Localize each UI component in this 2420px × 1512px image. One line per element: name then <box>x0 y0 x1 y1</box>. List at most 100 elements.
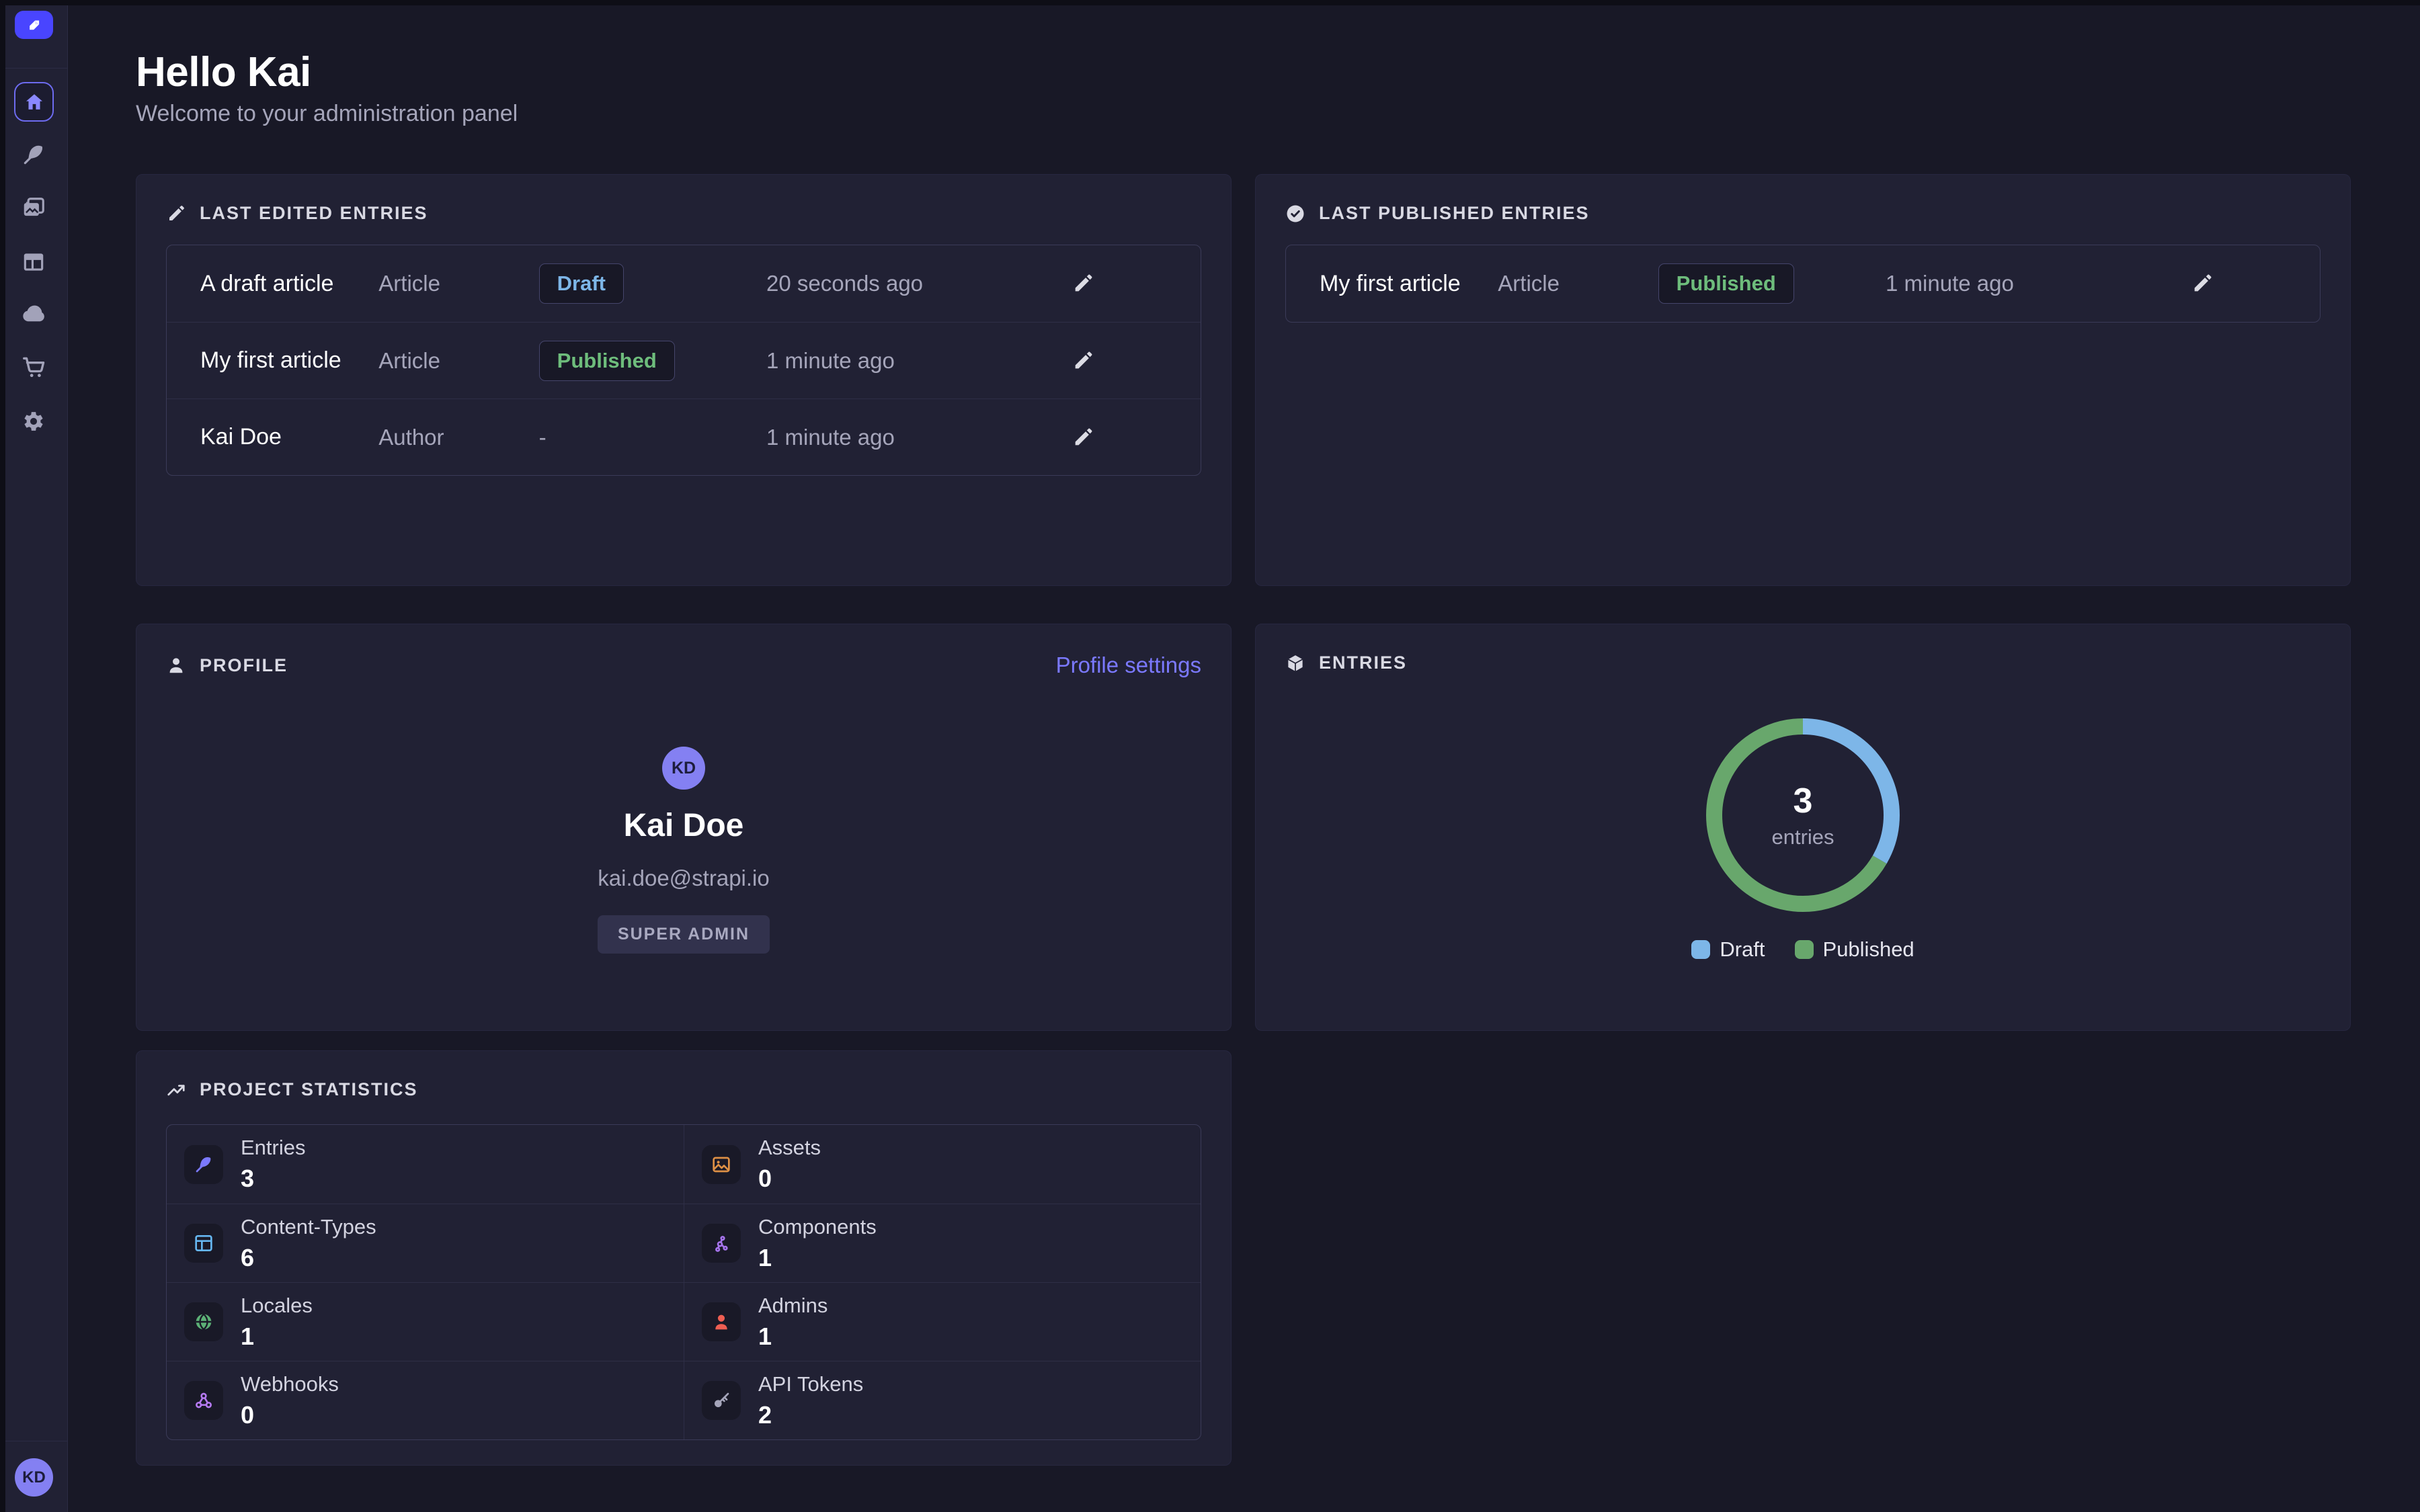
check-circle-icon <box>1285 204 1305 224</box>
layout-icon <box>24 253 44 271</box>
stat-label: Locales <box>241 1293 313 1317</box>
stat-api-tokens: API Tokens 2 <box>684 1361 1201 1439</box>
entry-name: My first article <box>200 347 341 373</box>
webhooks-icon <box>184 1381 223 1420</box>
legend-label: Published <box>1822 937 1914 961</box>
stat-label: Entries <box>241 1136 306 1159</box>
legend-label: Draft <box>1720 937 1765 961</box>
stat-value: 0 <box>241 1400 255 1429</box>
draft-swatch <box>1691 940 1711 959</box>
sidebar-item-cloud[interactable] <box>21 302 46 327</box>
entry-kind: Author <box>378 424 444 450</box>
api-tokens-icon <box>702 1381 741 1420</box>
status-empty: - <box>538 424 547 450</box>
edit-entry-button[interactable] <box>1072 272 1094 295</box>
page-subtitle: Welcome to your administration panel <box>136 101 518 126</box>
window-edge <box>0 0 2420 5</box>
cloud-icon <box>23 305 44 322</box>
components-icon <box>702 1224 741 1263</box>
legend-item-published: Published <box>1794 937 1914 962</box>
admins-icon <box>702 1302 741 1341</box>
stat-label: Webhooks <box>241 1372 339 1396</box>
table-row[interactable]: My first article Article Published 1 min… <box>1286 245 2320 322</box>
stat-components: Components 1 <box>684 1204 1201 1282</box>
pencil-icon <box>2194 274 2212 292</box>
sidebar-item-media-library[interactable] <box>21 196 46 221</box>
table-row[interactable]: My first article Article Published 1 min… <box>167 322 1201 398</box>
pencil-icon <box>1075 274 1092 292</box>
stats-grid: Entries 3 Assets 0 Content-Types 6 <box>166 1124 1201 1440</box>
pencil-icon <box>1075 351 1092 368</box>
edit-entry-button[interactable] <box>1072 426 1094 449</box>
entry-time: 1 minute ago <box>766 347 895 373</box>
panel-title: LAST PUBLISHED ENTRIES <box>1319 203 1590 223</box>
stat-label: Content-Types <box>241 1214 376 1238</box>
stat-label: Components <box>758 1214 877 1238</box>
profile-settings-link[interactable]: Profile settings <box>1055 653 1201 677</box>
entry-name: A draft article <box>200 270 334 296</box>
strapi-logo[interactable] <box>15 11 53 39</box>
trending-up-icon <box>166 1080 186 1100</box>
media-library-icon <box>24 198 44 216</box>
assets-icon <box>702 1144 741 1184</box>
stat-label: Admins <box>758 1293 828 1317</box>
sidebar: KD <box>0 0 68 1512</box>
stat-entries: Entries 3 <box>167 1125 684 1204</box>
table-row[interactable]: Kai Doe Author - 1 minute ago <box>167 398 1201 475</box>
page-title: Hello Kai <box>136 49 311 95</box>
sidebar-item-settings[interactable] <box>21 409 46 434</box>
role-badge: SUPER ADMIN <box>597 915 770 954</box>
status-badge: Draft <box>538 263 624 304</box>
gear-icon <box>24 412 43 431</box>
stat-value: 2 <box>758 1400 772 1429</box>
feather-icon <box>24 145 43 165</box>
edit-entry-button[interactable] <box>2191 272 2214 295</box>
panel-title: PROJECT STATISTICS <box>200 1079 418 1099</box>
profile-panel: PROFILE Profile settings KD Kai Doe kai.… <box>136 624 1232 1031</box>
last-published-table: My first article Article Published 1 min… <box>1285 245 2321 323</box>
entry-time: 20 seconds ago <box>766 271 924 296</box>
last-published-entries-panel: LAST PUBLISHED ENTRIES My first article … <box>1255 174 2351 586</box>
entry-kind: Article <box>378 347 440 373</box>
entry-kind: Article <box>378 271 440 296</box>
panel-title: LAST EDITED ENTRIES <box>200 203 428 223</box>
sidebar-item-content-type-builder[interactable] <box>21 249 46 275</box>
pencil-icon <box>1075 428 1092 445</box>
entry-time: 1 minute ago <box>1886 271 2014 296</box>
locales-icon <box>184 1302 223 1341</box>
stat-locales: Locales 1 <box>167 1282 684 1361</box>
status-badge: Published <box>1658 263 1794 304</box>
sidebar-item-content-manager[interactable] <box>21 142 46 167</box>
entry-time: 1 minute ago <box>766 424 895 450</box>
content-types-icon <box>184 1224 223 1263</box>
entry-kind: Article <box>1498 271 1560 296</box>
sidebar-item-home[interactable] <box>14 82 54 122</box>
last-edited-entries-panel: LAST EDITED ENTRIES A draft article Arti… <box>136 174 1232 586</box>
stat-value: 1 <box>241 1322 255 1350</box>
table-row[interactable]: A draft article Article Draft 20 seconds… <box>167 245 1201 322</box>
stat-value: 1 <box>758 1322 772 1350</box>
stat-admins: Admins 1 <box>684 1282 1201 1361</box>
stat-value: 6 <box>241 1243 255 1271</box>
user-avatar[interactable]: KD <box>15 1458 53 1497</box>
entries-donut-chart: 3 entries <box>1702 714 1904 916</box>
last-edited-table: A draft article Article Draft 20 seconds… <box>166 245 1201 476</box>
profile-name: Kai Doe <box>623 808 744 843</box>
status-badge: Published <box>538 340 675 381</box>
panel-title: PROFILE <box>200 655 288 675</box>
stat-label: Assets <box>758 1136 821 1159</box>
entry-name: My first article <box>1320 270 1461 296</box>
edit-entry-button[interactable] <box>1072 349 1094 372</box>
stat-assets: Assets 0 <box>684 1125 1201 1204</box>
stat-value: 1 <box>758 1243 772 1271</box>
panel-title: ENTRIES <box>1319 653 1408 673</box>
published-swatch <box>1794 940 1814 959</box>
sidebar-item-marketplace[interactable] <box>21 354 46 380</box>
chart-legend: Draft Published <box>1256 937 2350 962</box>
pencil-icon <box>166 204 186 224</box>
stat-webhooks: Webhooks 0 <box>167 1361 684 1439</box>
entries-panel: ENTRIES 3 entries Draft Published <box>1255 624 2351 1031</box>
cube-icon <box>1285 653 1305 673</box>
stat-value: 3 <box>241 1165 255 1192</box>
cart-icon <box>23 357 45 378</box>
